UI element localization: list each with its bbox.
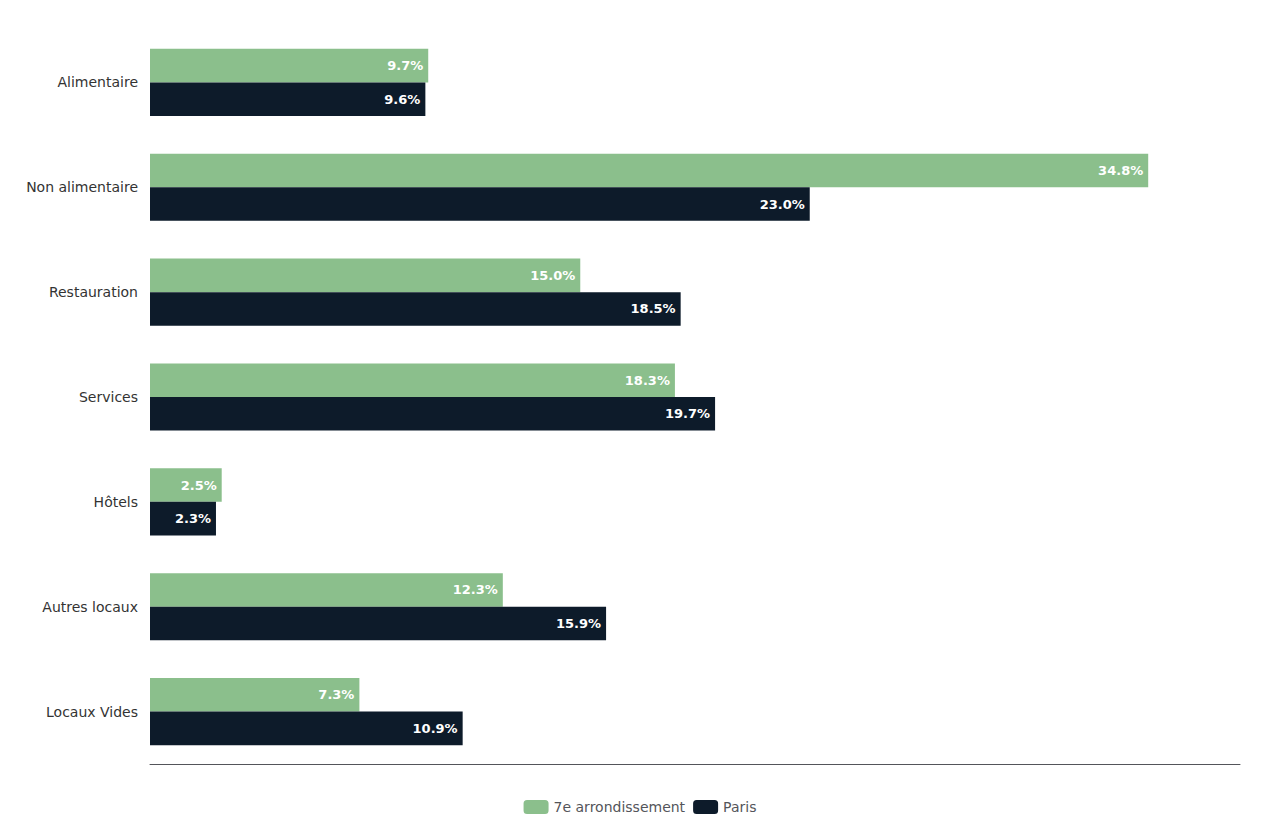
svg-text:34.8%: 34.8% <box>1098 163 1143 178</box>
svg-text:15.0%: 15.0% <box>530 268 575 283</box>
svg-text:Paris: Paris <box>723 799 756 815</box>
svg-text:2.3%: 2.3% <box>175 511 211 526</box>
svg-text:18.5%: 18.5% <box>631 301 676 316</box>
svg-text:Autres locaux: Autres locaux <box>42 599 138 615</box>
svg-text:Non alimentaire: Non alimentaire <box>26 179 138 195</box>
svg-text:12.3%: 12.3% <box>453 582 498 597</box>
svg-text:2.5%: 2.5% <box>181 478 217 493</box>
svg-text:23.0%: 23.0% <box>760 197 805 212</box>
svg-text:Restauration: Restauration <box>49 284 138 300</box>
svg-text:Services: Services <box>79 389 138 405</box>
svg-text:7.3%: 7.3% <box>318 687 354 702</box>
svg-text:18.3%: 18.3% <box>625 373 670 388</box>
svg-text:Locaux Vides: Locaux Vides <box>46 704 138 720</box>
svg-text:10.9%: 10.9% <box>413 721 458 736</box>
svg-text:19.7%: 19.7% <box>665 406 710 421</box>
svg-text:7e arrondissement: 7e arrondissement <box>554 799 686 815</box>
svg-text:9.7%: 9.7% <box>387 58 423 73</box>
svg-text:9.6%: 9.6% <box>384 92 420 107</box>
svg-text:Hôtels: Hôtels <box>94 494 138 510</box>
svg-text:15.9%: 15.9% <box>556 616 601 631</box>
svg-text:Alimentaire: Alimentaire <box>58 74 139 90</box>
